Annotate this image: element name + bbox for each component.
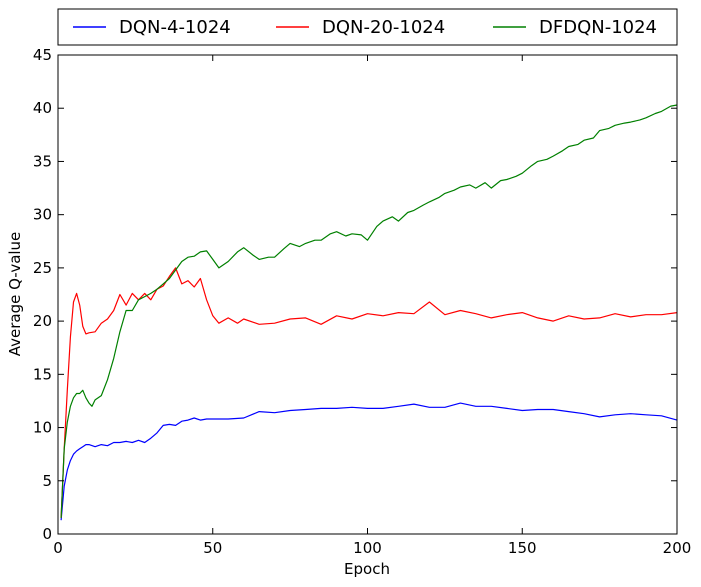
y-tick-label-6: 30 (33, 206, 52, 224)
legend-label-0: DQN-4-1024 (119, 17, 231, 38)
y-tick-label-9: 45 (33, 46, 52, 64)
y-tick-label-7: 35 (33, 152, 52, 170)
y-tick-label-1: 5 (42, 472, 52, 490)
x-tick-label-3: 150 (508, 539, 537, 557)
y-axis-title: Average Q-value (6, 232, 24, 357)
tick-layer: 0 50 100 150 200 0 5 10 15 20 25 30 35 40 45 (33, 46, 691, 557)
y-tick-label-0: 0 (42, 525, 52, 543)
series-layer (60, 104, 678, 521)
y-tick-label-8: 40 (33, 99, 52, 117)
legend-label-1: DQN-20-1024 (322, 17, 445, 38)
x-tick-label-1: 50 (203, 539, 222, 557)
legend: DQN-4-1024 DQN-20-1024 DFDQN-1024 (57, 8, 678, 46)
series-line-0 (60, 402, 678, 521)
y-tick-label-5: 25 (33, 259, 52, 277)
legend-label-2: DFDQN-1024 (539, 17, 657, 38)
x-axis-title: Epoch (344, 560, 390, 578)
legend-box (57, 8, 678, 46)
x-tick-label-0: 0 (53, 539, 63, 557)
y-tick-label-4: 20 (33, 312, 52, 330)
x-tick-label-4: 200 (663, 539, 692, 557)
y-tick-label-2: 10 (33, 419, 52, 437)
y-tick-label-3: 15 (33, 365, 52, 383)
series-line-1 (60, 267, 678, 519)
series-line-2 (60, 104, 678, 519)
x-tick-label-2: 100 (353, 539, 382, 557)
